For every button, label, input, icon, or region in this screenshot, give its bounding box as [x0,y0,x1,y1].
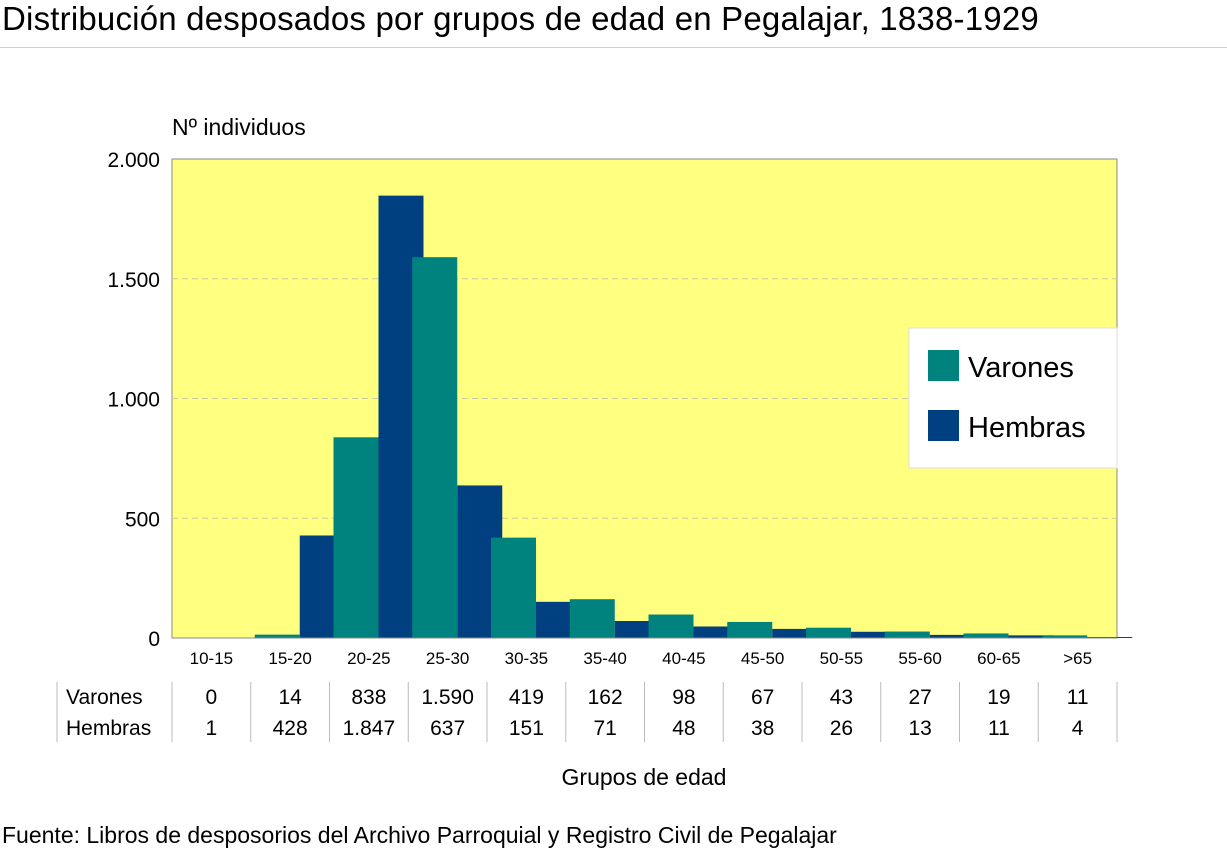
bar-hembras-6 [693,626,739,638]
legend-swatch-hembras [928,410,959,441]
x-tick-label: 35-40 [583,649,626,668]
table-cell-hembras: 11 [988,717,1010,740]
bar-hembras-10 [1008,635,1054,638]
bar-varones-3 [412,257,458,638]
bar-varones-4 [491,537,536,638]
bar-hembras-8 [851,631,896,638]
legend-swatch-varones [928,350,959,381]
title-divider [0,47,1227,48]
y-tick-label: 1.500 [107,269,160,292]
bar-varones-5 [569,599,615,638]
table-cell-varones: 67 [751,686,774,709]
bar-varones-9 [884,631,930,638]
table-row-label-varones: Varones [66,686,143,709]
table-cell-varones: 11 [1067,686,1089,709]
legend-box [908,327,1118,469]
table-cell-varones: 419 [509,686,544,709]
table-cell-hembras: 26 [830,717,853,740]
table-cell-varones: 0 [206,686,218,709]
table-cell-hembras: 38 [751,717,774,740]
table-cell-varones: 43 [830,686,853,709]
table-cell-varones: 27 [908,686,931,709]
table-row-label-hembras: Hembras [66,717,151,740]
y-tick-label: 500 [125,508,160,531]
bar-varones-7 [727,621,773,638]
x-tick-label: 25-30 [426,649,469,668]
bar-varones-1 [254,634,300,638]
bar-varones-10 [963,633,1009,638]
table-cell-hembras: 1 [206,717,218,740]
bar-varones-11 [1042,635,1088,638]
x-tick-label: 55-60 [898,649,941,668]
y-tick-label: 0 [148,628,160,651]
bar-varones-6 [648,614,694,638]
chart-title: Distribución desposados por grupos de ed… [2,0,1039,37]
bar-varones-2 [333,437,379,638]
table-cell-hembras: 4 [1072,717,1084,740]
x-tick-label: 40-45 [662,649,705,668]
table-cell-hembras: 71 [593,717,616,740]
x-tick-label: 50-55 [820,649,863,668]
bar-varones-8 [806,627,851,638]
table-cell-hembras: 428 [273,717,308,740]
y-tick-label: 2.000 [107,149,160,172]
legend-label-hembras: Hembras [968,412,1086,444]
table-cell-varones: 838 [351,686,386,709]
table-cell-hembras: 1.847 [343,717,396,740]
table-cell-varones: 19 [987,686,1010,709]
x-tick-label: 45-50 [741,649,784,668]
table-cell-hembras: 637 [430,717,465,740]
x-tick-label: 15-20 [268,649,311,668]
bar-hembras-7 [772,628,818,638]
x-tick-label: >65 [1063,649,1092,668]
table-cell-varones: 14 [278,686,302,709]
source-note: Fuente: Libros de desposorios del Archiv… [2,822,837,848]
y-tick-label: 1.000 [107,389,160,412]
x-tick-label: 30-35 [505,649,548,668]
x-axis-label: Grupos de edad [562,764,727,790]
table-cell-hembras: 48 [672,717,695,740]
table-cell-varones: 162 [588,686,623,709]
x-tick-label: 10-15 [190,649,233,668]
legend-label-varones: Varones [968,352,1074,384]
table-cell-hembras: 151 [509,717,544,740]
table-cell-hembras: 13 [908,717,931,740]
bar-hembras-9 [929,634,975,638]
x-tick-label: 60-65 [977,649,1020,668]
x-tick-label: 20-25 [347,649,390,668]
y-axis-label: Nº individuos [172,114,306,140]
table-cell-varones: 1.590 [421,686,474,709]
table-cell-varones: 98 [672,686,695,709]
